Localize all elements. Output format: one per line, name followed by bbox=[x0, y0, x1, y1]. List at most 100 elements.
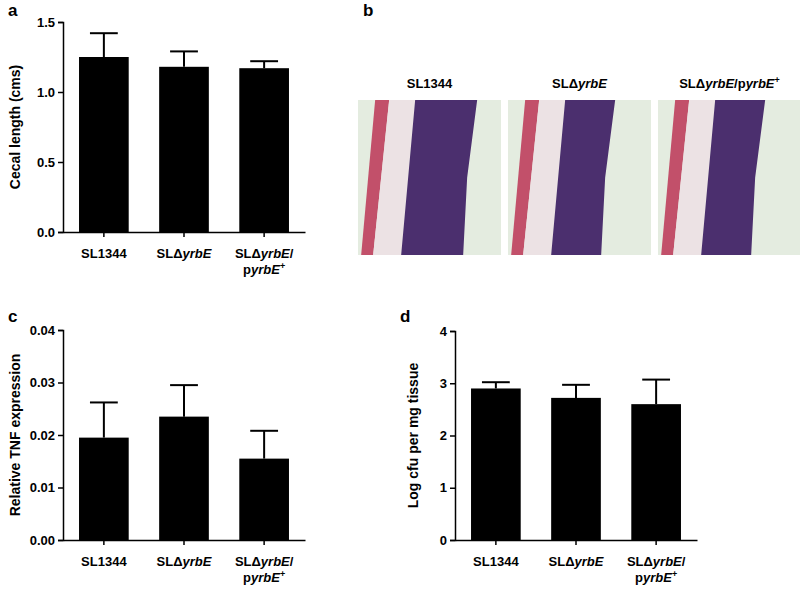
x-tick-mark bbox=[103, 232, 105, 237]
y-tick-mark bbox=[58, 232, 63, 234]
x-tick-label: SL1344 bbox=[81, 246, 127, 261]
mucosa bbox=[551, 100, 615, 255]
y-axis: 0 1 2 3 4 bbox=[440, 324, 456, 548]
error-stem bbox=[103, 402, 105, 437]
image-background bbox=[508, 100, 651, 255]
y-tick-label: 2 bbox=[440, 428, 447, 443]
figure: a 0.0 0.5 1.0 1.5 SL1344 SLΔyrbE SLΔyrbE/pyrbE+… bbox=[0, 0, 800, 597]
y-tick-mark bbox=[450, 488, 455, 490]
error-stem bbox=[183, 51, 185, 66]
x-tick-mark bbox=[495, 540, 497, 545]
bar bbox=[79, 438, 129, 540]
x-tick-mark bbox=[263, 232, 265, 237]
bar bbox=[79, 57, 129, 232]
y-tick: 0.5 bbox=[37, 155, 63, 170]
error-bar bbox=[170, 51, 198, 66]
x-tick-label: SLΔyrbE bbox=[549, 554, 604, 569]
panel-d: d01234SL1344SLΔyrbESLΔyrbE/pyrbE+Log cfu… bbox=[400, 307, 698, 585]
error-bar bbox=[482, 382, 510, 388]
x-tick-label: SLΔyrbE/pyrbE+ bbox=[235, 246, 294, 277]
error-bar bbox=[562, 385, 590, 398]
error-cap bbox=[170, 50, 198, 52]
y-tick: 0.01 bbox=[30, 480, 63, 495]
y-tick-label: 0.00 bbox=[30, 533, 55, 548]
error-cap bbox=[642, 379, 670, 381]
histology-image bbox=[358, 100, 501, 255]
y-tick: 0.03 bbox=[30, 375, 63, 390]
y-axis-line bbox=[58, 23, 64, 233]
y-tick: 0 bbox=[440, 533, 455, 548]
y-tick-mark bbox=[450, 435, 455, 437]
bar bbox=[159, 67, 209, 232]
error-bar bbox=[250, 61, 278, 68]
error-cap bbox=[90, 32, 118, 34]
y-tick-label: 3 bbox=[440, 376, 447, 391]
y-tick: 1.5 bbox=[37, 15, 63, 30]
mucosa bbox=[401, 100, 477, 255]
x-tick-mark bbox=[103, 540, 105, 545]
error-cap bbox=[250, 60, 278, 62]
x-tick-mark bbox=[183, 540, 185, 545]
y-tick-mark bbox=[58, 487, 63, 489]
y-tick-mark bbox=[450, 331, 455, 333]
bar bbox=[631, 404, 681, 540]
y-tick-mark bbox=[58, 22, 63, 24]
y-tick-mark bbox=[450, 540, 455, 542]
y-axis: 0.00 0.01 0.02 0.03 0.04 bbox=[30, 323, 64, 548]
y-tick-mark bbox=[58, 540, 63, 542]
y-tick-label: 0.04 bbox=[30, 323, 56, 338]
x-tick-mark bbox=[655, 540, 657, 545]
panel-letter: b bbox=[363, 1, 373, 20]
y-tick: 0.00 bbox=[30, 533, 63, 548]
y-tick-mark bbox=[58, 435, 63, 437]
bar bbox=[239, 459, 289, 540]
x-tick-label: SL1344 bbox=[473, 554, 519, 569]
error-bar bbox=[642, 380, 670, 405]
error-stem bbox=[575, 385, 577, 398]
x-tick-label: SL1344 bbox=[81, 554, 127, 569]
y-tick: 2 bbox=[440, 428, 455, 443]
plot-area bbox=[79, 33, 289, 232]
y-tick: 1.0 bbox=[37, 85, 63, 100]
y-tick-mark bbox=[58, 330, 63, 332]
x-tick-mark bbox=[575, 540, 577, 545]
y-axis: 0.0 0.5 1.0 1.5 bbox=[37, 15, 64, 240]
panel-b: b SL1344 SLΔyrbE SLΔyrbE/pyrbE+ bbox=[358, 1, 800, 255]
error-stem bbox=[183, 385, 185, 417]
error-bar bbox=[90, 402, 118, 437]
error-bar bbox=[170, 385, 198, 417]
y-axis-line bbox=[450, 332, 456, 541]
y-tick: 0.02 bbox=[30, 428, 63, 443]
y-tick: 0.04 bbox=[30, 323, 63, 338]
image-label: SL1344 bbox=[407, 76, 453, 91]
image-label: SLΔyrbE/pyrbE+ bbox=[679, 75, 780, 91]
error-bar bbox=[90, 33, 118, 57]
y-tick-label: 1 bbox=[440, 480, 447, 495]
y-axis-title: Relative TNF expression bbox=[7, 354, 23, 517]
histology-image bbox=[508, 100, 651, 255]
error-cap bbox=[250, 430, 278, 432]
bar bbox=[239, 68, 289, 232]
y-tick-label: 0.01 bbox=[30, 480, 55, 495]
error-cap bbox=[562, 384, 590, 386]
image-label: SLΔyrbE bbox=[552, 76, 607, 91]
y-axis-title: Cecal length (cms) bbox=[7, 65, 23, 189]
error-bar bbox=[250, 431, 278, 459]
error-stem bbox=[263, 431, 265, 459]
y-tick: 3 bbox=[440, 376, 455, 391]
error-cap bbox=[170, 384, 198, 386]
y-tick-mark bbox=[58, 382, 63, 384]
panel-letter: a bbox=[8, 1, 18, 20]
y-tick-label: 0.5 bbox=[37, 155, 55, 170]
y-axis-line bbox=[58, 331, 64, 541]
y-tick: 4 bbox=[440, 324, 455, 339]
y-tick-label: 4 bbox=[440, 324, 448, 339]
y-tick-label: 0 bbox=[440, 533, 447, 548]
image-background bbox=[358, 100, 501, 255]
error-stem bbox=[655, 380, 657, 405]
y-tick: 0.0 bbox=[37, 225, 63, 240]
y-tick-mark bbox=[58, 162, 63, 164]
error-cap bbox=[482, 381, 510, 383]
y-tick-label: 1.5 bbox=[37, 15, 55, 30]
mucosa bbox=[701, 100, 765, 255]
